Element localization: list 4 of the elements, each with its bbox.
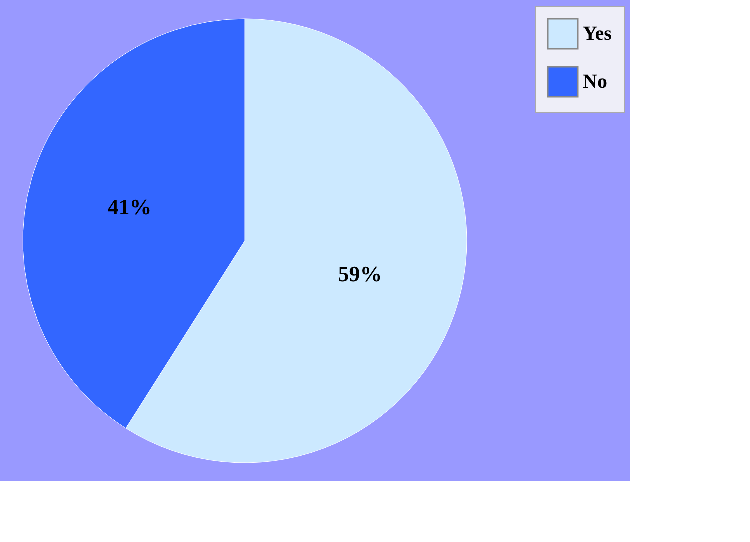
data-label: 59% [338, 261, 382, 286]
legend-label: No [583, 71, 608, 93]
legend-label: Yes [583, 23, 612, 45]
data-label: 41% [108, 194, 152, 220]
